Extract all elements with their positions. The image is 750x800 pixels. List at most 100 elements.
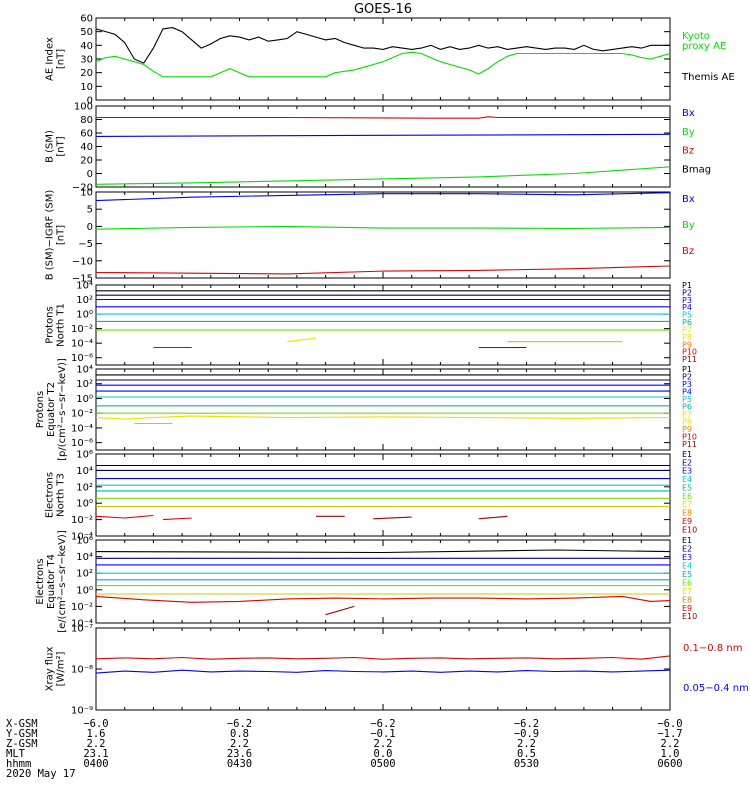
legend-entry: P7 xyxy=(682,410,692,419)
footer-value: 2.2 xyxy=(374,738,393,750)
y-tick-label: 10⁶ xyxy=(76,450,93,461)
legend-entry: E3 xyxy=(682,467,692,476)
legend-entry: E4 xyxy=(682,561,692,570)
footer-value: 0.0 xyxy=(374,748,393,760)
panel-ee: 10⁶ 10⁴ 10² 10⁰ 10⁻² 10⁻⁴ Electrons Equator T4[… xyxy=(35,530,697,633)
legend-entry: P2 xyxy=(682,288,692,297)
plot-title: GOES-16 xyxy=(354,2,412,17)
panel-pe: 10⁴ 10² 10⁰ 10⁻² 10⁻⁴ 10⁻⁶ Protons Equator T2 [p… xyxy=(35,358,697,461)
y-tick-label: 10⁻⁶ xyxy=(71,438,93,449)
legend-entry: P7 xyxy=(682,325,692,334)
footer-value: 1.6 xyxy=(87,728,106,740)
y-tick-label: 10⁻⁴ xyxy=(71,339,93,350)
y-tick-label: 50 xyxy=(80,27,93,38)
series-line xyxy=(95,655,671,660)
legend-entry: E7 xyxy=(682,587,692,596)
legend-entry: Themis AE xyxy=(681,72,735,83)
y-tick-label: 10⁰ xyxy=(76,585,93,596)
y-tick-label: 10⁻⁴ xyxy=(71,532,93,543)
y-tick-label: 0 xyxy=(87,96,93,107)
y-tick-label: 10⁴ xyxy=(76,552,93,563)
footer-value: −6.2 xyxy=(370,718,395,730)
y-tick-label: 10⁻⁷ xyxy=(71,624,93,635)
y-tick-label: −5 xyxy=(78,239,93,250)
y-tick-label: 5 xyxy=(87,205,93,216)
y-tick-label: 10 xyxy=(80,82,93,93)
panel-frame xyxy=(95,284,671,366)
y-tick-label: 10⁻⁸ xyxy=(71,665,93,676)
legend-entry: P4 xyxy=(682,388,692,397)
legend-entry: P5 xyxy=(682,311,692,320)
series-line xyxy=(95,669,671,674)
legend-entry: E4 xyxy=(682,475,692,484)
y-axis-label: [nT] xyxy=(56,49,67,69)
y-tick-label: 60 xyxy=(80,14,93,25)
legend-entry: E7 xyxy=(682,500,692,509)
legend-entry: P11 xyxy=(682,355,697,364)
y-axis-label: [nT] xyxy=(56,225,67,245)
legend-entry: Bz xyxy=(682,246,694,257)
series-line xyxy=(325,605,355,616)
legend-entry: P6 xyxy=(682,403,692,412)
legend-entry: Bmag xyxy=(682,165,711,176)
y-axis-label: Equator T4 xyxy=(46,554,57,609)
legend-entry: P10 xyxy=(682,433,697,442)
panel-xray: 10⁻⁷ 10⁻⁸ 10⁻⁹ Xray flux [W/m²] 0.1−0.8 nm 0.0… xyxy=(45,624,749,717)
footer-value: 0.5 xyxy=(517,748,536,760)
footer-label: X-GSM xyxy=(6,718,38,730)
panel-frame xyxy=(95,191,671,279)
legend-entry: Bx xyxy=(682,194,695,205)
y-axis-label: AE Index xyxy=(45,37,56,81)
y-axis-label: North T1 xyxy=(56,303,67,347)
footer-value: 2.2 xyxy=(661,738,680,750)
legend-entry: P1 xyxy=(682,281,692,290)
legend-entry: proxy AE xyxy=(682,41,726,52)
panel-frame xyxy=(95,453,671,537)
series-line xyxy=(95,415,671,420)
y-tick-label: 0 xyxy=(87,222,93,233)
legend-entry: E8 xyxy=(682,509,692,518)
series-line xyxy=(95,133,671,137)
series-line xyxy=(95,166,671,185)
legend-entry: E2 xyxy=(682,544,692,553)
legend-entry: Bz xyxy=(682,146,694,157)
series-line xyxy=(96,116,670,119)
footer-value: −0.1 xyxy=(370,728,395,740)
y-tick-label: −20 xyxy=(72,183,93,194)
y-tick-label: 10⁻⁹ xyxy=(71,706,93,717)
series-line xyxy=(95,265,671,275)
panel-frame xyxy=(95,627,671,711)
legend-entry: E9 xyxy=(682,517,692,526)
y-axis-label: [e/(cm²−s−sr−keV)] xyxy=(57,530,68,633)
y-tick-label: 20 xyxy=(80,68,93,79)
y-axis-label: North T3 xyxy=(56,473,67,517)
series-line xyxy=(162,517,192,521)
y-axis-label: Xray flux xyxy=(45,647,56,692)
panel-pn: 10⁴ 10² 10⁰ 10⁻² 10⁻⁴ 10⁻⁶ Protons North T1 P1P2… xyxy=(45,281,697,366)
y-tick-label: 10 xyxy=(80,188,93,199)
footer-value: 2.2 xyxy=(517,738,536,750)
footer-value: 23.1 xyxy=(83,748,108,760)
y-axis-label: Electrons xyxy=(45,472,56,518)
legend-entry: P8 xyxy=(682,333,692,342)
legend-entry: P6 xyxy=(682,318,692,327)
y-tick-label: 10⁻⁴ xyxy=(71,619,93,630)
y-axis-label: B (SM)−IGRF (SM) xyxy=(45,190,56,281)
y-tick-label: 10⁴ xyxy=(76,466,93,477)
y-axis-label: Electrons xyxy=(35,558,46,604)
legend-entry: E1 xyxy=(682,536,692,545)
y-axis-label: [nT] xyxy=(56,136,67,156)
y-tick-label: 10⁴ xyxy=(76,365,93,376)
footer-label: hhmm xyxy=(6,758,31,770)
panel-bigrf: −15 −10 −5 0 5 10 B (SM)−IGRF (SM) [nT] Bx By Bz xyxy=(45,188,695,285)
legend-entry: E1 xyxy=(682,450,692,459)
legend-entry: P1 xyxy=(682,365,692,374)
y-tick-label: 20 xyxy=(80,156,93,167)
footer-value: 1.0 xyxy=(661,748,680,760)
footer-value: 0500 xyxy=(370,758,395,770)
y-tick-label: 10⁻² xyxy=(71,324,93,335)
